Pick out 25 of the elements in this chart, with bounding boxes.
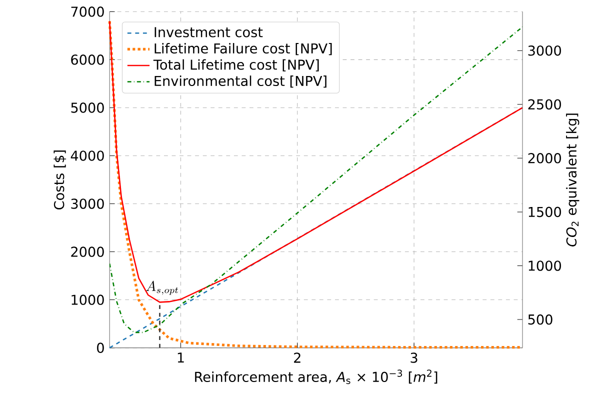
y-tick-label: 2000 <box>71 246 104 257</box>
y-tick-label: 1000 <box>72 294 104 305</box>
y-tick-label: 7000 <box>71 6 104 17</box>
legend-label: Lifetime Failure cost [NPV] <box>154 42 332 56</box>
legend-label: Investment cost <box>154 27 263 38</box>
y-tick-label: 5000 <box>71 102 104 113</box>
y-tick-label: 3000 <box>71 198 104 209</box>
y2-tick-label: 1500 <box>528 206 561 217</box>
legend-label: Total Lifetime cost [NPV] <box>153 59 319 72</box>
y2-axis-title: CO$_{2}$ equivalent [kg] <box>566 114 580 246</box>
x-tick-label: 1 <box>178 352 184 362</box>
x-tick-label: 3 <box>410 352 418 363</box>
legend-label: Environmental cost [NPV] <box>154 75 326 88</box>
y-tick-label: 0 <box>97 342 104 353</box>
text: Reinforcement area, A$_{s}$ × 10$^{−3}$ [m$^{2}$] <box>195 370 438 384</box>
y2-tick-label: 1000 <box>528 260 561 271</box>
x-tick-label: 2 <box>294 352 300 363</box>
y-tick-label: 6000 <box>71 54 104 65</box>
y-axis-title: Costs [$] <box>54 150 66 210</box>
y-tick-label: 4000 <box>70 150 104 161</box>
annotation: $A_{s, opt}$ <box>146 280 178 295</box>
y2-tick-label: 3000 <box>528 45 561 56</box>
y2-tick-label: 2000 <box>528 152 561 164</box>
y2-tick-label: 2500 <box>528 99 561 110</box>
y2-tick-label: 500 <box>528 314 552 325</box>
